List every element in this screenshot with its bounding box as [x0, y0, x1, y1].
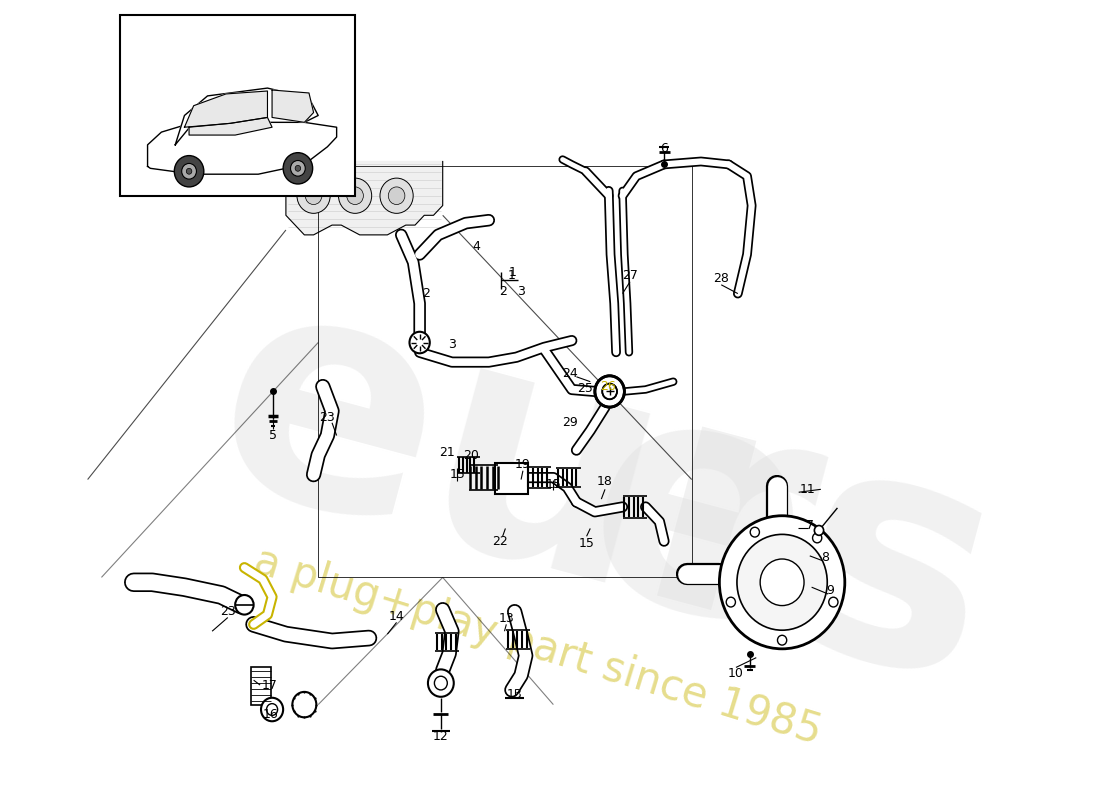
Circle shape [293, 692, 317, 718]
Circle shape [719, 516, 845, 649]
Circle shape [434, 676, 448, 690]
Text: 10: 10 [728, 667, 744, 680]
Text: 9: 9 [826, 584, 834, 597]
Polygon shape [286, 162, 442, 235]
Circle shape [428, 670, 454, 697]
Circle shape [346, 187, 363, 205]
Text: es: es [553, 346, 1026, 750]
Text: 3: 3 [448, 338, 455, 351]
Text: 13: 13 [507, 688, 522, 702]
Bar [495, 463, 528, 494]
Circle shape [266, 704, 277, 715]
Circle shape [737, 534, 827, 630]
Text: 11: 11 [800, 483, 816, 496]
Text: 17: 17 [262, 678, 277, 691]
Polygon shape [272, 90, 313, 122]
Circle shape [295, 166, 300, 171]
Circle shape [339, 178, 372, 214]
Text: 28: 28 [713, 273, 729, 286]
Text: 13: 13 [498, 612, 514, 625]
Text: 5: 5 [270, 429, 277, 442]
Circle shape [297, 178, 330, 214]
Text: 21: 21 [439, 446, 455, 458]
Circle shape [235, 595, 254, 614]
Circle shape [595, 376, 625, 407]
Text: 15: 15 [546, 478, 561, 491]
Text: 1: 1 [508, 270, 516, 282]
Text: 3: 3 [517, 285, 525, 298]
Polygon shape [147, 122, 337, 174]
Circle shape [828, 597, 838, 607]
Text: 7: 7 [806, 519, 814, 532]
Text: 15: 15 [579, 537, 594, 550]
Circle shape [174, 156, 204, 187]
Text: a plug+play part since 1985: a plug+play part since 1985 [249, 539, 827, 753]
Circle shape [261, 698, 283, 722]
Text: 12: 12 [433, 730, 449, 743]
Circle shape [750, 527, 759, 537]
Text: eur: eur [185, 242, 846, 697]
Circle shape [760, 559, 804, 606]
Circle shape [388, 187, 405, 205]
Text: 23: 23 [220, 605, 235, 618]
Text: 1: 1 [509, 266, 517, 278]
Circle shape [186, 168, 191, 174]
Circle shape [306, 187, 322, 205]
Polygon shape [185, 91, 267, 127]
Text: 8: 8 [822, 551, 829, 564]
Text: 26: 26 [600, 380, 616, 393]
Bar [120, 14, 355, 196]
Circle shape [283, 153, 312, 184]
Text: 22: 22 [492, 534, 508, 548]
Circle shape [290, 161, 306, 176]
Text: 27: 27 [621, 270, 638, 282]
Text: 14: 14 [388, 610, 405, 623]
Text: 24: 24 [562, 367, 578, 380]
Circle shape [182, 163, 197, 179]
Text: 20: 20 [463, 449, 480, 462]
Text: 16: 16 [263, 708, 278, 721]
Circle shape [813, 533, 822, 543]
Text: 2: 2 [498, 285, 507, 298]
Text: 15: 15 [450, 468, 465, 481]
Bar [251, 667, 272, 705]
Circle shape [778, 635, 786, 645]
Polygon shape [175, 88, 318, 145]
Text: 29: 29 [562, 416, 578, 430]
Text: 18: 18 [597, 475, 613, 488]
Circle shape [409, 332, 430, 354]
Text: 4: 4 [472, 240, 480, 253]
Circle shape [603, 384, 617, 399]
Circle shape [379, 178, 414, 214]
Circle shape [814, 526, 824, 535]
Polygon shape [189, 118, 272, 135]
Text: 6: 6 [660, 142, 668, 155]
Circle shape [726, 597, 736, 607]
Text: 19: 19 [515, 458, 531, 471]
Text: 2: 2 [422, 287, 430, 300]
Text: 25: 25 [576, 382, 593, 395]
Circle shape [601, 382, 619, 402]
Text: 23: 23 [319, 411, 336, 424]
